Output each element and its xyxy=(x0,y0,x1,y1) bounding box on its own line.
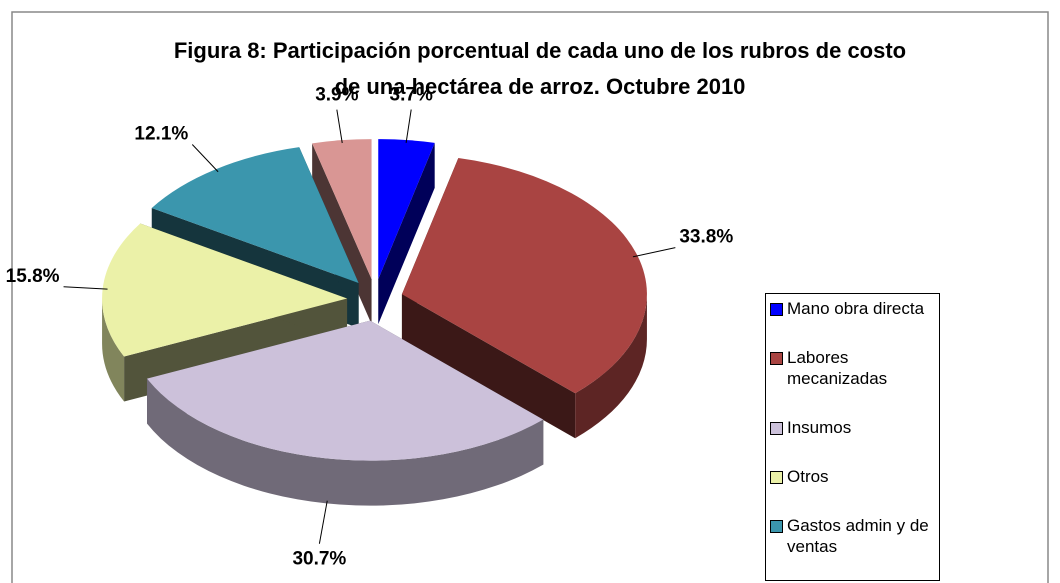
leader-line xyxy=(63,286,108,290)
data-label: 3.7% xyxy=(390,85,433,106)
leader-line xyxy=(191,144,219,173)
legend-label: Labores mecanizadas xyxy=(787,348,888,388)
chart-title: Figura 8: Participación porcentual de ca… xyxy=(174,38,906,63)
data-label: 30.7% xyxy=(292,549,346,570)
legend-label: Insumos xyxy=(787,418,852,437)
legend-item: Labores mecanizadas xyxy=(770,347,935,389)
pie-slice xyxy=(312,139,372,280)
legend-item: Gastos admin y de ventas xyxy=(770,515,935,557)
data-label: 33.8% xyxy=(679,227,733,248)
legend-label: Gastos admin y de ventas xyxy=(787,516,929,556)
legend-swatch xyxy=(770,352,783,365)
pie-slice xyxy=(378,139,435,280)
slice-side xyxy=(378,142,435,325)
slice-wall xyxy=(147,378,544,506)
data-label: 12.1% xyxy=(134,123,188,144)
legend-swatch xyxy=(770,471,783,484)
legend-swatch xyxy=(770,520,783,533)
tops xyxy=(102,139,647,461)
pie-slice xyxy=(102,223,348,357)
legend-item: Otros xyxy=(770,466,935,487)
slice-wall xyxy=(575,294,647,439)
legend-swatch xyxy=(770,303,783,316)
legend-label: Otros xyxy=(787,467,829,486)
legend-label: Mano obra directa xyxy=(787,299,925,318)
pie-slice xyxy=(147,320,544,461)
leader-line xyxy=(632,247,676,258)
chart-title: de una hectárea de arroz. Octubre 2010 xyxy=(335,74,746,99)
legend-swatch xyxy=(770,422,783,435)
data-label: 3.9% xyxy=(315,85,358,106)
leader-line xyxy=(405,109,412,143)
legend-item: Mano obra directa xyxy=(770,298,935,319)
legend-item: Insumos xyxy=(770,417,935,438)
data-label: 15.8% xyxy=(6,266,60,287)
slice-wall xyxy=(102,298,125,402)
pie-slice xyxy=(151,147,359,283)
slice-side xyxy=(401,294,576,439)
leader-line xyxy=(318,500,328,544)
legend: Mano obra directa Labores mecanizadas Insu… xyxy=(765,293,940,581)
pie-slice xyxy=(401,158,647,394)
leader-line xyxy=(336,109,343,144)
